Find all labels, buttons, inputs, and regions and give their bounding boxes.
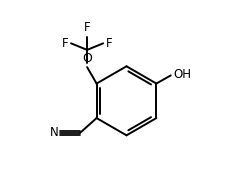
Text: F: F	[84, 21, 90, 34]
Text: N: N	[50, 126, 58, 139]
Text: F: F	[106, 37, 113, 50]
Text: F: F	[62, 37, 68, 50]
Text: O: O	[82, 52, 92, 65]
Text: OH: OH	[174, 68, 192, 81]
